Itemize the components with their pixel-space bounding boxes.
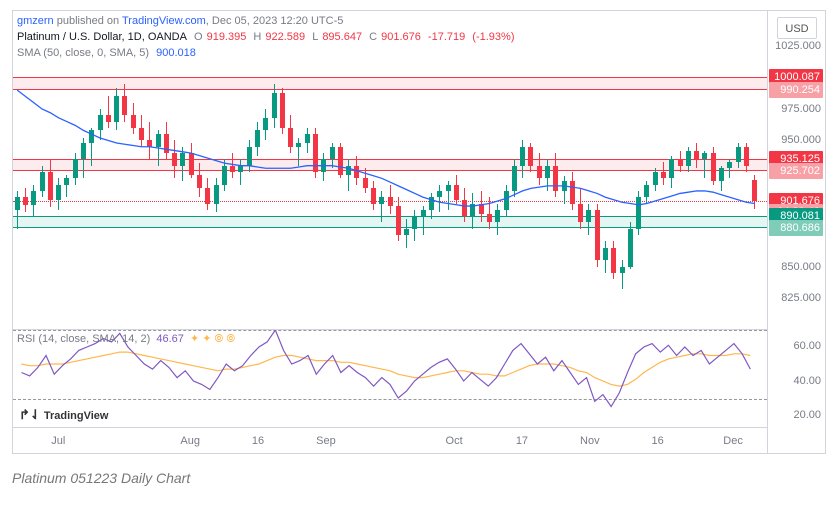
sma-legend: SMA (50, close, 0, SMA, 5) 900.018 [17, 47, 200, 59]
x-tick: Nov [580, 435, 600, 447]
figure-caption: Platinum 051223 Daily Chart [12, 470, 190, 486]
y-price-box: 925.702 [769, 163, 823, 179]
x-tick: Aug [180, 435, 200, 447]
y-tick: 850.000 [769, 261, 821, 273]
rsi-tick: 60.00 [769, 340, 821, 352]
y-price-box: 990.254 [769, 82, 823, 98]
y-tick: 825.000 [769, 292, 821, 304]
rsi-panel[interactable]: RSI (14, close, SMA, 14, 2) 46.67 ✦ ✦ ⦾ … [13, 329, 767, 415]
tradingview-watermark: ↱⇃ TradingView [19, 407, 108, 423]
x-tick: Sep [316, 435, 336, 447]
y-tick: 1025.000 [769, 40, 821, 52]
chart-container[interactable]: gmzern published on TradingView.com, Dec… [12, 10, 826, 454]
x-tick: 17 [516, 435, 528, 447]
y-tick: 950.000 [769, 134, 821, 146]
y-tick: 975.000 [769, 103, 821, 115]
rsi-tick: 20.00 [769, 409, 821, 421]
price-panel[interactable] [13, 27, 767, 317]
rsi-band [13, 399, 767, 400]
x-tick: 16 [252, 435, 264, 447]
rsi-legend: RSI (14, close, SMA, 14, 2) 46.67 ✦ ✦ ⦾ … [17, 332, 238, 346]
currency-label[interactable]: USD [777, 17, 817, 39]
publish-header: gmzern published on TradingView.com, Dec… [17, 15, 343, 27]
x-tick: Jul [51, 435, 65, 447]
price-zone [13, 77, 767, 89]
price-y-axis[interactable]: USD 1025.000 975.000 950.000 850.000 825.000… [767, 11, 825, 453]
x-tick: Oct [446, 435, 463, 447]
rsi-tick: 40.00 [769, 375, 821, 387]
x-tick: Dec [723, 435, 743, 447]
rsi-band [13, 330, 767, 331]
y-price-box: 880.686 [769, 220, 823, 236]
time-axis[interactable]: Jul Aug 16 Sep Oct 17 Nov 16 Dec [13, 427, 767, 453]
symbol-legend: Platinum / U.S. Dollar, 1D, OANDA O919.3… [17, 31, 518, 43]
price-zone [13, 216, 767, 228]
x-tick: 16 [652, 435, 664, 447]
